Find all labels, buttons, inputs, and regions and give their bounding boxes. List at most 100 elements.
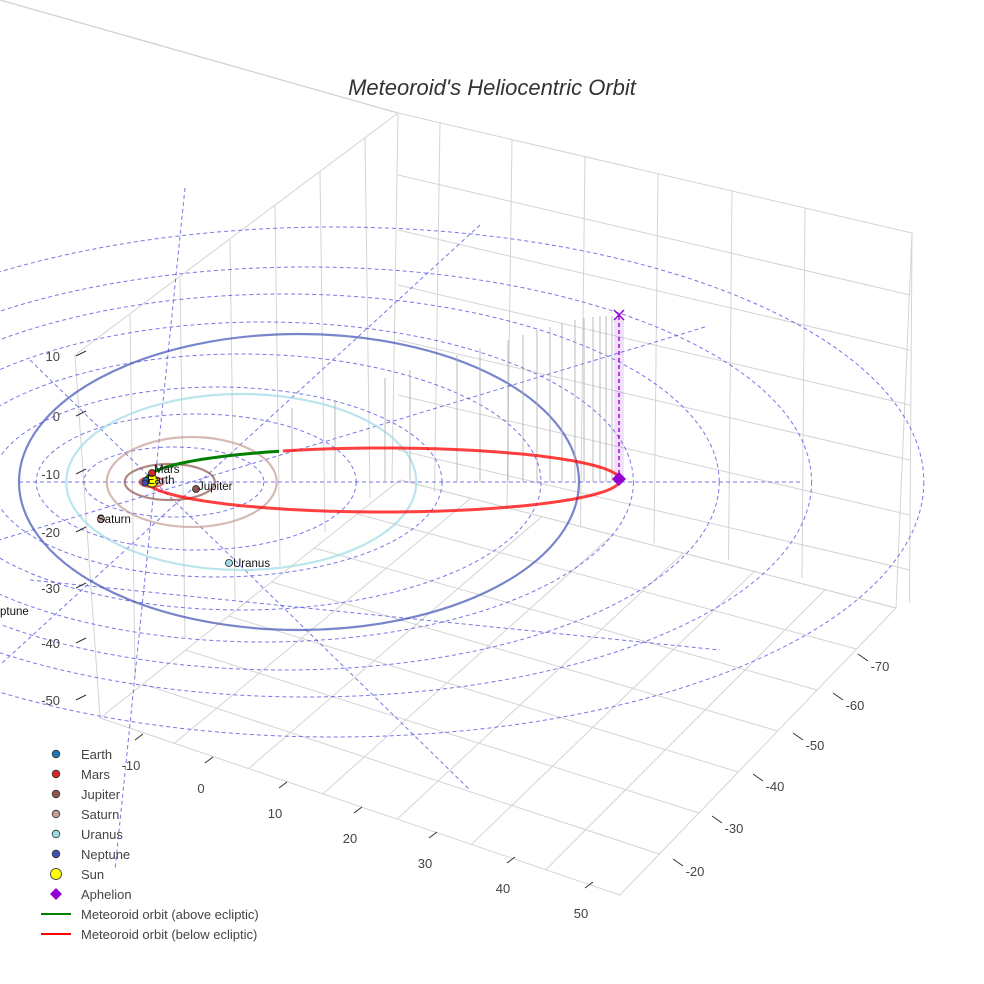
meteoroid-orbit-below xyxy=(144,446,622,514)
planet-label-jupiter: Jupiter xyxy=(198,481,233,493)
legend-item-jupiter: Jupiter xyxy=(51,787,121,802)
x-tick-mark xyxy=(353,806,363,814)
y-tick-label: -40 xyxy=(766,779,785,794)
y-tick-label: -50 xyxy=(806,738,825,753)
legend-item-mars: Mars xyxy=(51,767,110,782)
x-tick-mark xyxy=(506,856,516,864)
polar-grid-ring xyxy=(0,353,542,611)
aphelion-marker xyxy=(612,472,626,486)
x-tick-label: 0 xyxy=(197,781,204,796)
left-wall xyxy=(74,112,401,719)
back-wall-gridline xyxy=(397,229,911,351)
legend-symbol xyxy=(51,829,61,839)
legend-item-meteoroid-orbit-above-ecliptic-: Meteoroid orbit (above ecliptic) xyxy=(41,907,259,922)
left-wall-gridline xyxy=(319,171,326,533)
legend-item-aphelion: Aphelion xyxy=(50,887,132,902)
polar-grid-spoke xyxy=(0,326,706,541)
legend-label: Aphelion xyxy=(81,887,132,902)
back-wall-gridline xyxy=(391,112,399,484)
back-wall-gridline xyxy=(397,339,911,461)
y-tick-mark xyxy=(752,773,764,782)
y-tick-mark xyxy=(672,858,684,867)
back-wall xyxy=(397,112,913,609)
planet-orbits xyxy=(17,332,581,632)
y-tick-label: -30 xyxy=(725,821,744,836)
back-wall-gridline xyxy=(728,189,733,561)
floor-gridline xyxy=(314,547,818,691)
back-wall-gridline xyxy=(909,232,913,604)
polar-grid xyxy=(0,187,925,871)
planet-label-saturn: Saturn xyxy=(97,514,131,526)
left-wall-gridline xyxy=(179,277,186,639)
legend-symbol xyxy=(50,868,62,880)
grid-layer xyxy=(0,0,913,896)
y-tick-label: -20 xyxy=(686,864,705,879)
polar-grid-spoke xyxy=(29,579,721,651)
back-wall-gridline xyxy=(397,174,911,296)
z-tick-mark xyxy=(75,637,87,644)
saturn-orbit xyxy=(105,435,278,529)
x-tick-mark xyxy=(584,881,594,889)
planet-label-neptune: ptune xyxy=(0,606,29,618)
floor-gridline xyxy=(396,552,684,820)
floor-gridline xyxy=(322,534,613,795)
legend-symbol xyxy=(51,749,61,759)
legend-item-earth: Earth xyxy=(51,747,112,762)
legend-item-sun: Sun xyxy=(50,867,104,882)
x-tick-label: -10 xyxy=(122,758,141,773)
y-tick-mark xyxy=(792,732,804,741)
y-tick-label: -70 xyxy=(871,659,890,674)
legend-label: Earth xyxy=(81,747,112,762)
legend-item-uranus: Uranus xyxy=(51,827,123,842)
x-tick-label: 20 xyxy=(343,831,357,846)
z-tick-mark xyxy=(75,468,87,475)
floor-gridline xyxy=(185,649,700,814)
legend-symbol xyxy=(51,809,61,819)
x-tick-label: 50 xyxy=(574,906,588,921)
legend-item-saturn: Saturn xyxy=(51,807,119,822)
aphelion-projection-band xyxy=(614,318,624,480)
floor-gridline xyxy=(173,497,472,744)
uranus-marker xyxy=(225,559,233,567)
z-tick-mark xyxy=(75,694,87,701)
back-wall-gridline xyxy=(397,449,911,571)
x-tick-label: 30 xyxy=(418,856,432,871)
legend-symbol xyxy=(51,769,61,779)
z-tick-label: 10 xyxy=(46,349,60,364)
z-tick-mark xyxy=(75,582,87,589)
jupiter-marker xyxy=(192,485,200,493)
legend-symbol xyxy=(50,888,62,900)
polar-grid-spoke xyxy=(114,187,186,871)
legend-label: Uranus xyxy=(81,827,123,842)
x-tick-label: 40 xyxy=(496,881,510,896)
legend-item-neptune: Neptune xyxy=(51,847,130,862)
back-wall-gridline xyxy=(580,155,586,527)
x-tick-label: 10 xyxy=(268,806,282,821)
floor-gridline xyxy=(248,516,543,769)
back-wall-gridline xyxy=(434,121,441,493)
legend-symbol xyxy=(51,789,61,799)
left-wall-gridline xyxy=(229,239,236,601)
chart-title: Meteoroid's Heliocentric Orbit xyxy=(348,75,637,100)
z-tick-mark xyxy=(75,410,87,417)
legend-label: Neptune xyxy=(81,847,130,862)
y-tick-mark xyxy=(711,815,723,824)
legend-item-meteoroid-orbit-below-ecliptic-: Meteoroid orbit (below ecliptic) xyxy=(41,927,257,942)
neptune-orbit xyxy=(17,332,581,632)
back-wall-gridline xyxy=(653,173,659,545)
back-wall-gridline xyxy=(397,284,911,406)
neptune-marker xyxy=(141,479,149,487)
back-wall-gridline xyxy=(801,207,806,579)
legend-label: Sun xyxy=(81,867,104,882)
planet-label-uranus: Uranus xyxy=(233,558,270,570)
floor-gridline xyxy=(142,683,660,855)
polar-grid-ring xyxy=(0,266,812,698)
floor xyxy=(99,479,897,896)
floor-gridline xyxy=(271,581,778,732)
z-tick-label: -50 xyxy=(41,693,60,708)
markers xyxy=(97,309,626,567)
z-tick-mark xyxy=(75,350,87,357)
z-tick-label: 0 xyxy=(53,409,60,424)
